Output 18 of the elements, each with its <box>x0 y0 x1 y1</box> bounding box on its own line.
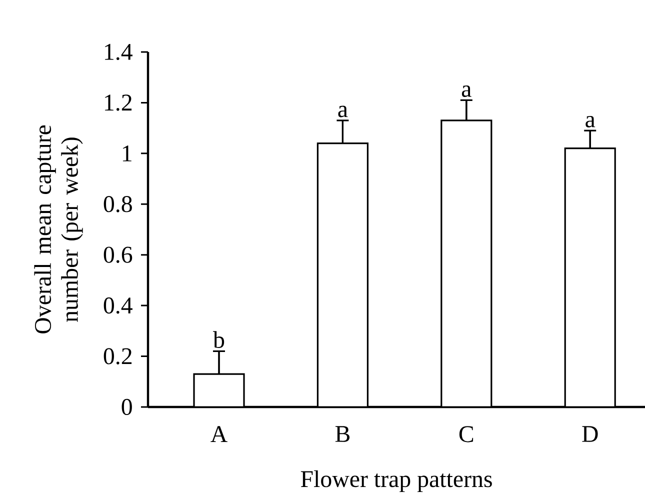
annotation: a <box>586 116 596 128</box>
x-tick-label: B <box>335 426 350 442</box>
y-tick-label: 0.2 <box>104 348 132 364</box>
annotation: a <box>462 86 472 97</box>
y-tick-label: 0.8 <box>104 196 132 212</box>
y-axis-title: Overall mean capture number (per week) <box>34 125 83 334</box>
annotation: b <box>213 331 224 348</box>
x-tick-label: A <box>210 426 228 442</box>
x-axis-title: Flower trap patterns <box>300 470 492 492</box>
x-tick-label: D <box>582 426 598 442</box>
annotation: a <box>338 106 348 118</box>
y-tick-label: 1.4 <box>105 44 132 60</box>
x-tick-label: C <box>459 426 474 442</box>
y-tick-label: 0 <box>122 398 132 416</box>
y-tick-label: 0.6 <box>104 246 132 263</box>
y-tick-label: 1 <box>122 146 132 162</box>
y-tick-label: 0.4 <box>104 297 132 314</box>
y-tick-label: 1.2 <box>105 94 132 111</box>
